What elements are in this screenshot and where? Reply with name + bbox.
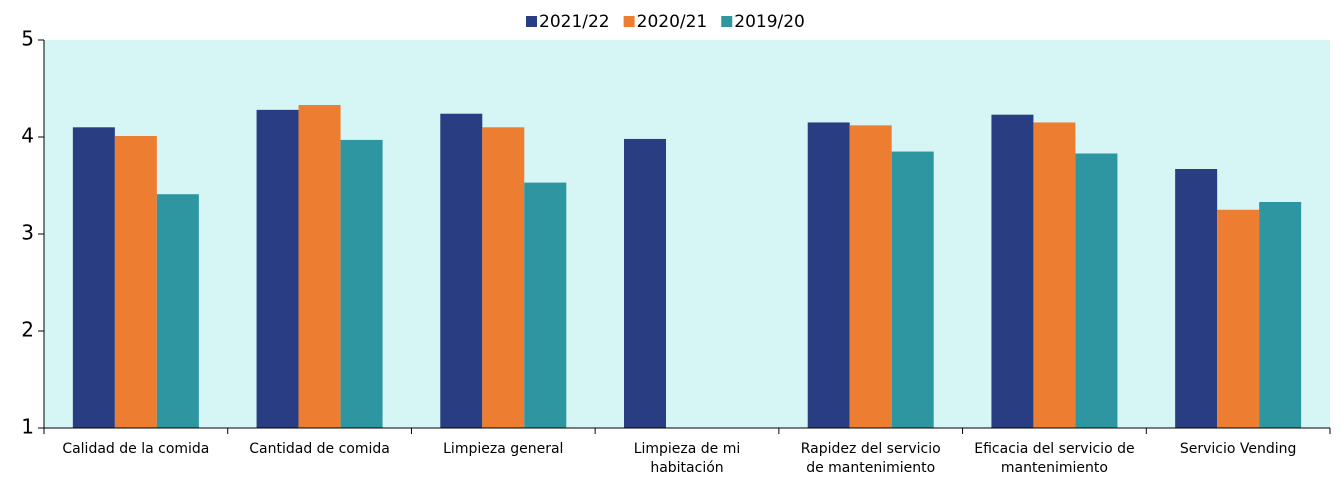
legend-swatch <box>623 16 635 27</box>
bar <box>72 127 115 429</box>
y-tick-label: 3 <box>21 221 34 245</box>
x-tick-label: Eficacia del servicio de mantenimiento <box>974 441 1135 476</box>
bar <box>849 125 892 429</box>
bar <box>440 113 483 428</box>
legend-swatch <box>721 16 733 27</box>
bar <box>114 136 157 428</box>
bar <box>991 114 1034 428</box>
x-tick-label: Limpieza de mi habitación <box>633 441 741 476</box>
legend-label: 2021/22 <box>539 12 610 32</box>
x-tick-label: Servicio Vending <box>1179 441 1297 457</box>
bar <box>807 122 850 428</box>
plot-area <box>44 40 1330 428</box>
x-tick-label: Cantidad de comida <box>249 441 390 457</box>
y-tick-label: 5 <box>21 27 34 51</box>
y-tick-label: 1 <box>21 415 34 439</box>
bar <box>524 182 567 428</box>
x-tick-label: Calidad de la comida <box>62 441 210 457</box>
bar <box>1259 201 1302 428</box>
bar <box>624 138 666 428</box>
bar <box>891 151 934 429</box>
legend-label: 2019/20 <box>734 12 805 32</box>
bar <box>340 139 383 428</box>
legend-label: 2020/21 <box>637 12 708 32</box>
bar <box>156 194 199 428</box>
y-tick-label: 2 <box>21 318 34 342</box>
bar <box>1033 122 1076 428</box>
x-tick-label: Limpieza general <box>443 441 564 457</box>
bar <box>1175 169 1218 428</box>
bar <box>482 127 525 429</box>
bar <box>1075 153 1118 429</box>
y-tick-label: 4 <box>21 124 34 148</box>
bar <box>1217 209 1260 428</box>
bar <box>298 104 341 429</box>
bar <box>256 109 299 428</box>
legend-swatch <box>526 16 537 27</box>
x-tick-label: Rapidez del servicio de mantenimiento <box>800 441 941 476</box>
